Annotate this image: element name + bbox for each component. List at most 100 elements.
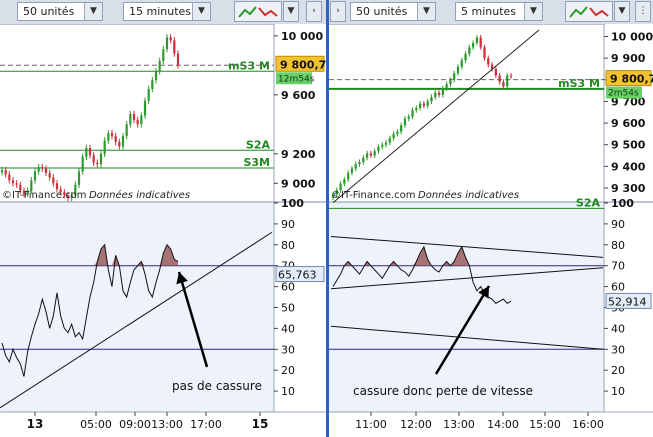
candle-body xyxy=(162,49,165,61)
candle-body xyxy=(103,140,106,154)
tools-dropdown-button[interactable]: ▼ xyxy=(614,1,630,22)
candle-body xyxy=(41,167,44,169)
candle-body xyxy=(490,64,494,69)
tools-dropdown-button[interactable]: ▼ xyxy=(283,1,299,22)
annotation-arrow xyxy=(434,285,491,375)
time-tick-label: 17:00 xyxy=(190,418,222,431)
candle-body xyxy=(176,53,180,66)
candle-body xyxy=(456,66,460,74)
countdown-badge xyxy=(606,86,642,99)
candle-body xyxy=(99,153,103,165)
candle-body xyxy=(110,133,114,137)
price-tick-label: 10 000 xyxy=(611,30,653,43)
overbought-fill xyxy=(159,244,178,266)
oscillator-value: 65,763 xyxy=(278,269,317,282)
chevron-down-icon[interactable]: ▼ xyxy=(524,3,542,20)
candle-body xyxy=(129,114,132,125)
candle-body xyxy=(369,153,373,156)
timeframe-select[interactable]: 5 minutes ▼ xyxy=(455,2,543,21)
oscillator-tick-label: 40 xyxy=(611,322,625,335)
candle-body xyxy=(411,110,414,117)
last-price-tag xyxy=(605,70,652,87)
candle-body xyxy=(147,88,150,101)
oscillator-trendline xyxy=(330,267,604,290)
timeframe-select[interactable]: 15 minutes ▼ xyxy=(123,2,211,21)
units-select-value: 50 unités xyxy=(23,5,75,18)
more-options-button[interactable]: ⋮ xyxy=(635,1,651,22)
annotation-text: pas de cassure xyxy=(172,379,262,393)
last-price-tag xyxy=(275,55,325,72)
price-axis-area xyxy=(274,24,326,412)
price-tick-label: 9 400 xyxy=(611,160,646,173)
oscillator-tick-label: 50 xyxy=(281,302,295,315)
oscillator-trendline xyxy=(330,325,604,350)
chart-tools-icon xyxy=(238,6,278,18)
oscillator-tick-label: 40 xyxy=(281,322,295,335)
annotation-arrow xyxy=(177,271,209,368)
candle-body xyxy=(445,84,448,89)
candle-body xyxy=(468,47,471,54)
candle-body xyxy=(165,37,169,50)
candle-body xyxy=(85,147,88,157)
units-select[interactable]: 50 unités ▼ xyxy=(17,2,103,21)
chevron-down-icon[interactable]: ▼ xyxy=(192,3,210,20)
candle-body xyxy=(30,180,33,191)
chevron-down-icon[interactable]: ▼ xyxy=(84,3,102,20)
candle-body xyxy=(475,37,479,43)
overbought-fill xyxy=(450,246,470,266)
price-tick-label: 9 600 xyxy=(611,117,646,130)
chevron-down-icon[interactable]: ▼ xyxy=(417,3,435,20)
panel-divider[interactable] xyxy=(326,0,329,437)
overbought-fill xyxy=(389,261,398,266)
time-tick-label: 14:00 xyxy=(487,418,519,431)
candle-body xyxy=(92,155,95,163)
oscillator-tick-label: 100 xyxy=(281,197,304,210)
candle-body xyxy=(381,144,384,147)
support-level-label: S3M xyxy=(243,156,270,169)
chart-tools-icon xyxy=(569,6,609,18)
timeframe-select-value: 15 minutes xyxy=(129,5,192,18)
candle-body xyxy=(37,167,40,172)
candle-body xyxy=(434,92,437,98)
support-level-label: S2A xyxy=(576,196,601,209)
watermark-brand: IT-Finance.com xyxy=(341,190,416,201)
units-select[interactable]: 50 unités ▼ xyxy=(350,2,436,21)
oscillator-value-tag xyxy=(275,266,325,283)
time-tick-label: 13:00 xyxy=(151,418,183,431)
candle-body xyxy=(55,183,59,190)
candle-body xyxy=(479,37,482,48)
candle-body xyxy=(8,174,11,181)
support-level-label: mS3 M xyxy=(558,77,600,90)
candle-body xyxy=(509,75,513,77)
candle-body xyxy=(430,97,433,102)
candle-body xyxy=(136,119,139,125)
oscillator-tick-label: 20 xyxy=(611,364,625,377)
price-tick-label: 9 700 xyxy=(611,95,646,108)
watermark-copyright: © xyxy=(331,190,341,201)
candle-body xyxy=(392,133,395,139)
chart-tools-button[interactable] xyxy=(565,1,613,22)
candle-body xyxy=(384,142,388,145)
oscillator-line xyxy=(1,243,179,377)
expand-panel-button[interactable]: › xyxy=(330,1,346,22)
watermark-copyright: © xyxy=(2,190,12,201)
candle-body xyxy=(88,147,92,156)
candle-body xyxy=(365,153,369,158)
candle-body xyxy=(118,142,121,147)
time-tick-label: 09:00 xyxy=(119,418,151,431)
candle-body xyxy=(437,92,441,95)
candle-body xyxy=(441,88,444,95)
candle-body xyxy=(132,114,136,120)
candle-body xyxy=(471,42,475,48)
time-tick-label: 12:00 xyxy=(400,418,432,431)
collapse-panel-button[interactable]: ‹ xyxy=(306,1,322,22)
candle-body xyxy=(169,37,172,41)
units-select-value: 50 unités xyxy=(356,5,408,18)
chart-tools-button[interactable] xyxy=(234,1,282,22)
price-tick-label: 9 900 xyxy=(611,52,646,65)
candle-body xyxy=(81,156,84,172)
annotation-text: cassure donc perte de vitesse xyxy=(353,384,533,398)
